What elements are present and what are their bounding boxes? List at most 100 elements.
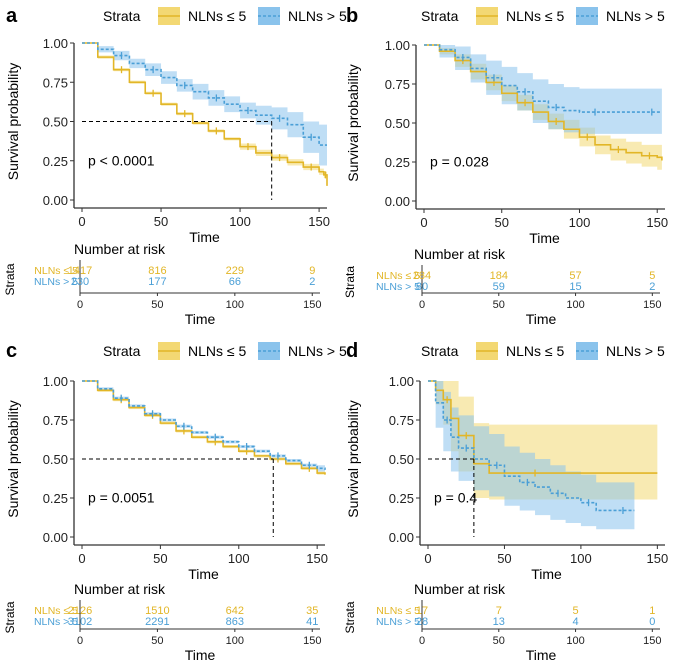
risk-x-axis-title: Time xyxy=(185,647,216,663)
legend-label-b: NLNs > 5 xyxy=(288,8,347,24)
x-tick-label: 50 xyxy=(153,551,167,566)
risk-title: Number at risk xyxy=(414,246,506,262)
x-tick-label: 100 xyxy=(570,551,592,566)
risk-x-tick-label: 100 xyxy=(566,299,584,311)
x-tick-label: 50 xyxy=(497,551,511,566)
y-axis-title: Survival probability xyxy=(345,64,361,182)
legend: Strata NLNs ≤ 5 NLNs > 5 xyxy=(421,7,665,25)
risk-row-label: NLNs ≤ 5 xyxy=(34,605,78,617)
risk-value: 5 xyxy=(649,270,655,282)
legend-title: Strata xyxy=(103,8,141,24)
risk-title: Number at risk xyxy=(414,581,506,597)
risk-value: 57 xyxy=(569,270,581,282)
risk-value: 284 xyxy=(413,270,431,282)
risk-row-label: NLNs > 5 xyxy=(34,276,78,288)
y-tick-label: 1.00 xyxy=(389,374,414,389)
p-value: p = 0.4 xyxy=(434,490,477,506)
risk-value: 229 xyxy=(226,265,244,277)
y-tick-label: 0.00 xyxy=(43,193,68,208)
risk-value: 1510 xyxy=(145,605,169,617)
x-tick-label: 0 xyxy=(78,214,85,229)
x-axis-title: Time xyxy=(529,230,560,246)
panel-d: d Strata NLNs ≤ 5 NLNs > 50.000.250.500.751… xyxy=(343,340,668,663)
survival-line-b xyxy=(82,42,327,146)
y-tick-label: 0.00 xyxy=(389,530,414,545)
panel-letter: c xyxy=(6,340,17,362)
confidence-band-b xyxy=(82,381,325,474)
risk-title: Number at risk xyxy=(74,581,166,597)
x-tick-label: 150 xyxy=(306,551,328,566)
confidence-band-b xyxy=(424,45,662,134)
risk-strata-label: Strata xyxy=(3,601,17,633)
legend-title: Strata xyxy=(421,343,459,359)
y-tick-label: 1.00 xyxy=(43,374,68,389)
risk-value: 863 xyxy=(226,616,244,628)
risk-x-tick-label: 0 xyxy=(419,299,425,311)
risk-value: 41 xyxy=(306,616,318,628)
panel-letter: d xyxy=(346,340,358,362)
x-axis-title: Time xyxy=(531,566,562,582)
risk-strata-label: Strata xyxy=(343,266,357,298)
x-tick-label: 150 xyxy=(308,214,330,229)
survival-line-a xyxy=(82,380,326,475)
risk-value: 15 xyxy=(569,281,581,293)
y-axis-title: Survival probability xyxy=(5,63,21,181)
y-tick-label: 0.75 xyxy=(389,413,414,428)
risk-value: 9 xyxy=(309,265,315,277)
risk-value: 7 xyxy=(496,605,502,617)
risk-value: 59 xyxy=(493,281,505,293)
risk-value: 177 xyxy=(148,276,166,288)
y-tick-label: 0.25 xyxy=(43,491,68,506)
risk-x-tick-label: 100 xyxy=(226,635,244,647)
risk-row-label: NLNs > 5 xyxy=(376,616,420,628)
legend-label-a: NLNs ≤ 5 xyxy=(188,8,246,24)
survival-line-a xyxy=(82,42,328,186)
risk-x-tick-label: 50 xyxy=(493,635,505,647)
risk-value: 66 xyxy=(229,276,241,288)
panel-a: a Strata NLNs ≤ 5 NLNs > 50.000.250.500.751… xyxy=(3,5,347,327)
risk-value: 2291 xyxy=(145,616,169,628)
p-value: p < 0.0001 xyxy=(88,152,155,168)
risk-x-tick-label: 150 xyxy=(303,299,321,311)
risk-x-tick-label: 100 xyxy=(226,299,244,311)
risk-row-label: NLNs > 5 xyxy=(34,616,78,628)
risk-x-tick-label: 0 xyxy=(419,635,425,647)
risk-x-tick-label: 50 xyxy=(151,299,163,311)
risk-value: 17 xyxy=(416,605,428,617)
risk-x-tick-label: 50 xyxy=(493,299,505,311)
legend-label-a: NLNs ≤ 5 xyxy=(506,343,564,359)
y-tick-label: 0.75 xyxy=(385,77,410,92)
risk-value: 230 xyxy=(71,276,89,288)
risk-value: 13 xyxy=(493,616,505,628)
risk-value: 0 xyxy=(649,616,655,628)
y-tick-label: 0.50 xyxy=(389,452,414,467)
panel-letter: b xyxy=(346,5,358,27)
risk-row-label: NLNs ≤ 5 xyxy=(34,265,78,277)
y-axis-title: Survival probability xyxy=(5,400,21,518)
x-tick-label: 100 xyxy=(229,214,251,229)
legend-label-a: NLNs ≤ 5 xyxy=(188,343,246,359)
legend-label-a: NLNs ≤ 5 xyxy=(506,8,564,24)
risk-value: 2126 xyxy=(68,605,92,617)
risk-value: 816 xyxy=(148,265,166,277)
panel-b: b Strata NLNs ≤ 5 NLNs > 50.000.250.500.751… xyxy=(343,5,668,327)
risk-strata-label: Strata xyxy=(343,601,357,633)
risk-value: 1417 xyxy=(68,265,92,277)
survival-line-a xyxy=(428,380,658,474)
risk-value: 184 xyxy=(490,270,508,282)
risk-x-tick-label: 150 xyxy=(643,299,661,311)
y-tick-label: 1.00 xyxy=(43,36,68,51)
risk-x-tick-label: 150 xyxy=(643,635,661,647)
risk-value: 3102 xyxy=(68,616,92,628)
x-axis-title: Time xyxy=(189,229,220,245)
y-tick-label: 0.75 xyxy=(43,75,68,90)
y-axis-title: Survival probability xyxy=(345,400,361,518)
risk-value: 35 xyxy=(306,605,318,617)
risk-x-tick-label: 50 xyxy=(151,635,163,647)
risk-value: 4 xyxy=(572,616,578,628)
panel-letter: a xyxy=(6,5,18,27)
risk-x-tick-label: 150 xyxy=(303,635,321,647)
x-tick-label: 0 xyxy=(420,215,427,230)
